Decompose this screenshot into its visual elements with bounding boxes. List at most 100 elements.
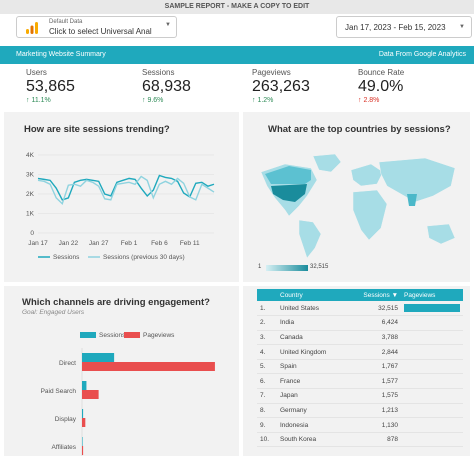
rank-cell: 2. bbox=[257, 315, 277, 331]
x-tick-label: Jan 17 bbox=[28, 240, 48, 247]
pageviews-cell bbox=[401, 359, 463, 375]
channels-bar-chart[interactable]: Sessions Pageviews Direct Paid Search Displa… bbox=[4, 320, 239, 456]
world-map[interactable] bbox=[255, 150, 465, 260]
google-analytics-icon bbox=[26, 22, 38, 34]
table-row[interactable]: 9. Indonesia 1,130 bbox=[257, 417, 463, 433]
kpi-pageviews: Pageviews 263,263 ↑ 1.2% bbox=[252, 68, 352, 104]
india-shape bbox=[407, 194, 417, 206]
bar-sessions bbox=[82, 353, 115, 362]
y-tick-label: 1K bbox=[26, 211, 35, 218]
country-cell: Spain bbox=[277, 359, 357, 375]
country-cell: India bbox=[277, 315, 357, 331]
y-tick-label: 4K bbox=[26, 152, 35, 159]
sessions-line-chart[interactable]: 0 1K 2K 3K 4K Jan 17 Jan 22 Jan 27 Feb 1 Feb 6 Feb… bbox=[4, 145, 239, 275]
kpi-delta: ↑ 9.6% bbox=[142, 97, 242, 104]
country-cell: South Korea bbox=[277, 432, 357, 448]
country-table-body: 1. United States 32,515 2. India 6,424 3. Canad… bbox=[257, 301, 463, 448]
bar-sessions bbox=[82, 437, 83, 446]
pageviews-cell bbox=[401, 330, 463, 346]
table-row[interactable]: 1. United States 32,515 bbox=[257, 301, 463, 317]
rank-cell: 3. bbox=[257, 330, 277, 346]
arrow-up-icon: ↑ bbox=[252, 97, 258, 104]
chevron-down-icon: ▼ bbox=[459, 24, 465, 30]
y-tick-label: 3K bbox=[26, 172, 35, 179]
rank-cell: 7. bbox=[257, 388, 277, 404]
table-row[interactable]: 7. Japan 1,575 bbox=[257, 388, 463, 404]
x-tick-label: Feb 1 bbox=[121, 240, 138, 247]
sessions-trend-panel bbox=[4, 112, 239, 282]
sessions-previous-line bbox=[37, 175, 215, 206]
sessions-cell: 1,767 bbox=[357, 359, 401, 375]
kpi-label: Users bbox=[26, 68, 47, 77]
sessions-cell: 6,424 bbox=[357, 315, 401, 331]
united-states-shape bbox=[271, 184, 307, 202]
country-cell: France bbox=[277, 373, 357, 390]
kpi-value: 68,938 bbox=[142, 78, 191, 95]
data-source-label: Default Data bbox=[49, 19, 83, 25]
trend-panel-title: How are site sessions trending? bbox=[24, 124, 170, 135]
kpi-delta-value: 9.6% bbox=[147, 97, 164, 104]
sessions-cell: 2,844 bbox=[357, 344, 401, 360]
bar-sessions bbox=[82, 381, 87, 390]
legend-swatch-pageviews bbox=[124, 332, 140, 338]
rank-cell: 10. bbox=[257, 432, 277, 448]
x-tick-label: Jan 27 bbox=[89, 240, 109, 247]
chevron-down-icon: ▼ bbox=[165, 22, 171, 28]
category-label: Paid Search bbox=[41, 388, 77, 395]
kpi-value: 53,865 bbox=[26, 78, 75, 95]
channels-panel-title: Which channels are driving engagement? bbox=[22, 297, 210, 308]
kpi-label: Pageviews bbox=[252, 68, 291, 77]
sessions-header[interactable]: Sessions ▼ bbox=[357, 289, 401, 301]
x-tick-label: Feb 11 bbox=[180, 240, 200, 247]
date-range-value: Jan 17, 2023 - Feb 15, 2023 bbox=[345, 23, 446, 32]
greenland-shape bbox=[312, 153, 342, 173]
australia-shape bbox=[426, 223, 456, 245]
kpi-label: Bounce Rate bbox=[358, 68, 405, 77]
kpi-delta-value: 11.1% bbox=[31, 97, 51, 104]
country-cell: Indonesia bbox=[277, 417, 357, 433]
kpi-delta: ↑ 1.2% bbox=[252, 97, 352, 104]
sessions-cell: 1,575 bbox=[357, 388, 401, 404]
table-row[interactable]: 3. Canada 3,788 bbox=[257, 330, 463, 346]
canada-shape bbox=[265, 166, 311, 184]
table-row[interactable]: 4. United Kingdom 2,844 bbox=[257, 344, 463, 360]
pageviews-cell bbox=[401, 301, 463, 317]
category-label: Direct bbox=[59, 360, 76, 367]
kpi-row: Users 53,865 ↑ 11.1% Sessions 68,938 ↑ 9… bbox=[0, 64, 474, 110]
country-cell: Canada bbox=[277, 330, 357, 346]
date-range-picker[interactable]: Jan 17, 2023 - Feb 15, 2023 ▼ bbox=[336, 16, 472, 38]
arrow-up-icon: ↑ bbox=[26, 97, 32, 104]
table-row[interactable]: 8. Germany 1,213 bbox=[257, 403, 463, 419]
map-legend-gradient bbox=[266, 265, 308, 271]
arrow-up-icon: ↑ bbox=[142, 97, 148, 104]
country-table: Country Sessions ▼ Pageviews 1. United St… bbox=[257, 289, 463, 448]
legend-label-sessions-previous: Sessions (previous 30 days) bbox=[103, 254, 185, 261]
sessions-cell: 1,130 bbox=[357, 417, 401, 433]
pageviews-header[interactable]: Pageviews bbox=[401, 289, 463, 301]
sessions-header-label: Sessions bbox=[363, 291, 390, 299]
rank-header bbox=[257, 289, 277, 301]
kpi-users: Users 53,865 ↑ 11.1% bbox=[26, 68, 126, 104]
data-source-value: Click to select Universal Anal bbox=[49, 27, 152, 36]
summary-banner: Marketing Website Summary Data From Goog… bbox=[0, 46, 474, 64]
country-header[interactable]: Country bbox=[277, 289, 357, 301]
table-row[interactable]: 5. Spain 1,767 bbox=[257, 359, 463, 375]
map-legend-max: 32,515 bbox=[310, 264, 329, 270]
bar-pageviews bbox=[82, 446, 84, 455]
map-panel-title: What are the top countries by sessions? bbox=[268, 124, 451, 135]
kpi-delta-value: 1.2% bbox=[257, 97, 274, 104]
table-row[interactable]: 6. France 1,577 bbox=[257, 373, 463, 390]
data-source-selector[interactable]: Default Data Click to select Universal A… bbox=[16, 16, 177, 38]
africa-shape bbox=[352, 189, 388, 241]
x-tick-label: Feb 6 bbox=[151, 240, 168, 247]
table-row[interactable]: 10. South Korea 878 bbox=[257, 432, 463, 448]
arrow-up-icon: ↑ bbox=[358, 97, 364, 104]
bar-sessions bbox=[82, 409, 84, 418]
rank-cell: 6. bbox=[257, 373, 277, 390]
table-row[interactable]: 2. India 6,424 bbox=[257, 315, 463, 331]
rank-cell: 4. bbox=[257, 344, 277, 360]
pageviews-cell bbox=[401, 432, 463, 448]
banner-source: Data From Google Analytics bbox=[378, 51, 466, 58]
europe-shape bbox=[350, 163, 384, 187]
pageviews-cell bbox=[401, 417, 463, 433]
